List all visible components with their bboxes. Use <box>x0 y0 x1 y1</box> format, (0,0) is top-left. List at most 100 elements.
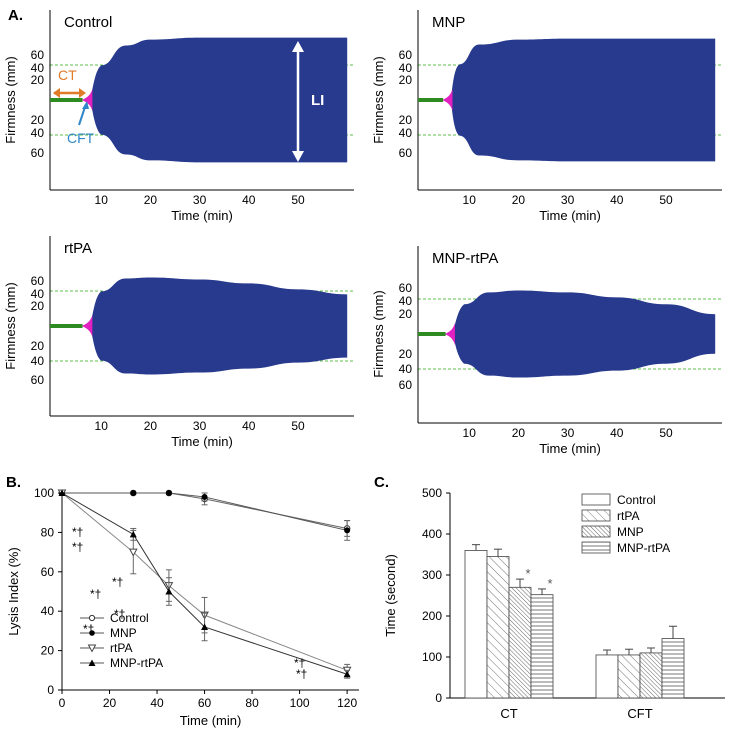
data-point <box>130 490 137 496</box>
significance-marker: *† <box>296 667 307 681</box>
y-tick-label: 40 <box>31 354 45 368</box>
bar <box>464 550 488 699</box>
x-tick-label: 40 <box>150 696 164 710</box>
x-tick-label: 10 <box>463 193 477 207</box>
y-tick-label: 0 <box>47 683 54 697</box>
clot-firmness-area <box>450 38 716 162</box>
li-annotation-label: LI <box>311 92 324 109</box>
significance-marker: *† <box>294 656 305 670</box>
cft-annotation-label: CFT <box>67 130 95 146</box>
data-point <box>129 530 137 538</box>
bar <box>661 638 685 699</box>
legend-marker <box>88 659 96 666</box>
y-tick-label: 60 <box>399 48 413 62</box>
y-tick-label: 60 <box>31 48 45 62</box>
legend-swatch <box>581 493 611 506</box>
y-axis-label: Firmness (mm) <box>371 290 386 377</box>
data-point <box>128 548 138 557</box>
legend-marker <box>87 644 97 653</box>
panel-label-a: A. <box>8 7 23 24</box>
bar <box>595 654 619 699</box>
y-tick-label: 60 <box>399 281 413 295</box>
panel-title: Control <box>64 14 112 31</box>
x-axis-label: Time (min) <box>171 208 233 223</box>
panel-title: MNP-rtPA <box>432 250 498 267</box>
y-tick-label: 40 <box>31 287 45 301</box>
x-tick-label: 10 <box>463 426 477 440</box>
y-tick-label: 100 <box>34 486 54 500</box>
cft-pointer-head <box>82 101 89 109</box>
significance-marker: * <box>547 576 552 591</box>
data-point <box>344 527 351 534</box>
x-axis-label: Time (min) <box>180 713 242 728</box>
x-tick-label: 60 <box>198 696 212 710</box>
x-tick-label: 30 <box>561 193 575 207</box>
bar <box>486 556 510 699</box>
x-tick-label: 30 <box>193 419 207 433</box>
y-tick-label: 40 <box>31 61 45 75</box>
y-tick-label: 40 <box>399 362 413 376</box>
x-axis-label: Time (min) <box>171 434 233 449</box>
x-tick-label: 20 <box>144 193 158 207</box>
y-tick-label: 100 <box>422 650 442 664</box>
y-tick-label: 40 <box>399 61 413 75</box>
y-tick-label: 60 <box>31 373 45 387</box>
significance-marker: * <box>525 566 530 581</box>
cft-wedge <box>81 315 93 337</box>
panel-title: MNP <box>432 14 465 31</box>
legend-label: Control <box>617 493 656 507</box>
cft-wedge <box>442 89 453 111</box>
y-axis-label: Firmness (mm) <box>371 56 386 143</box>
clot-firmness-area <box>90 277 348 375</box>
category-label: CT <box>500 706 517 721</box>
x-tick-label: 20 <box>512 193 526 207</box>
time-bar-chart: 0 100 200 300 400 500 Time (second) CT CFT * * Cont… <box>383 486 725 721</box>
data-point <box>165 490 172 496</box>
panel-title: rtPA <box>64 240 92 257</box>
ct-annotation-label: CT <box>58 67 77 83</box>
y-tick-label: 0 <box>435 691 442 705</box>
y-tick-label: 60 <box>31 274 45 288</box>
data-point <box>58 489 66 496</box>
cft-wedge <box>81 89 93 111</box>
y-tick-label: 20 <box>399 347 413 361</box>
y-tick-label: 60 <box>31 146 45 160</box>
legend-marker <box>88 614 96 622</box>
bar <box>508 586 532 699</box>
y-tick-label: 40 <box>41 604 55 618</box>
bar <box>617 654 641 699</box>
clot-firmness-area <box>452 290 716 378</box>
x-axis-label: Time (min) <box>539 441 601 456</box>
x-tick-label: 50 <box>291 419 305 433</box>
x-tick-label: 20 <box>512 426 526 440</box>
legend-marker <box>89 630 95 636</box>
x-tick-label: 0 <box>59 696 66 710</box>
category-label: CFT <box>627 706 652 721</box>
y-tick-label: 40 <box>31 126 45 140</box>
y-tick-label: 60 <box>41 565 55 579</box>
x-tick-label: 40 <box>610 193 624 207</box>
data-point <box>343 670 351 678</box>
y-tick-label: 40 <box>399 294 413 308</box>
y-axis-label: Firmness (mm) <box>3 56 18 143</box>
ct-arrowhead-left <box>53 88 60 98</box>
y-axis-label: Lysis Index (%) <box>6 547 21 635</box>
li-arrowhead-top <box>292 41 304 52</box>
y-tick-label: 80 <box>41 525 55 539</box>
legend-label: rtPA <box>110 641 132 655</box>
y-tick-label: 20 <box>31 113 45 127</box>
lysis-index-chart: 0 20 40 60 80 100 0 20 40 60 80 100 120 Time (min) Lys… <box>6 486 359 728</box>
y-tick-label: 20 <box>41 644 55 658</box>
x-axis-label: Time (min) <box>539 208 601 223</box>
legend-label: MNP <box>110 626 137 640</box>
panel-label-b: B. <box>6 474 21 491</box>
x-tick-label: 120 <box>337 696 357 710</box>
x-tick-label: 30 <box>561 426 575 440</box>
x-tick-label: 40 <box>610 426 624 440</box>
y-tick-label: 20 <box>31 73 45 87</box>
x-tick-label: 10 <box>95 193 109 207</box>
cft-wedge <box>444 323 455 345</box>
y-tick-label: 20 <box>399 73 413 87</box>
